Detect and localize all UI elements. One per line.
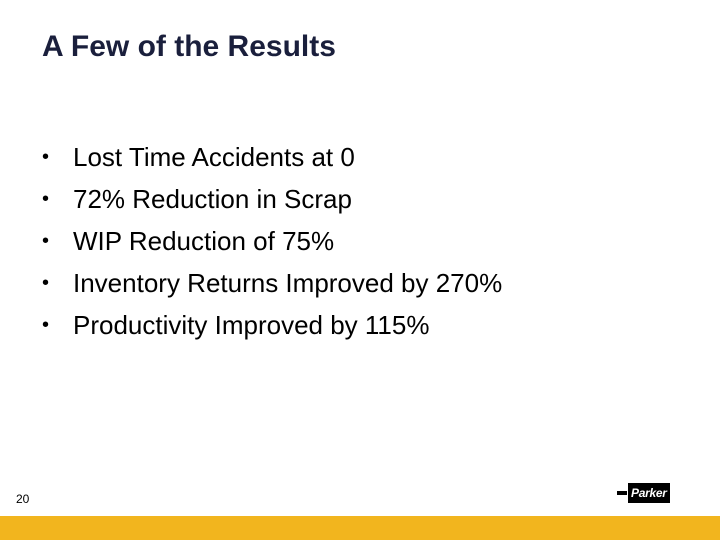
- bullet-item-lost-time-accidents: • Lost Time Accidents at 0: [42, 136, 502, 178]
- bullet-dot-icon: •: [42, 146, 50, 168]
- bullet-text: WIP Reduction of 75%: [73, 226, 335, 256]
- bullet-text: Productivity Improved by 115%: [73, 310, 430, 340]
- bullet-item-wip-reduction: • WIP Reduction of 75%: [42, 220, 502, 262]
- logo-stripe-icon: [617, 491, 627, 495]
- bullet-dot-icon: •: [42, 188, 50, 210]
- results-bullet-list: • Lost Time Accidents at 0 • 72% Reducti…: [42, 136, 502, 346]
- bullet-text: Inventory Returns Improved by 270%: [73, 268, 503, 298]
- bullet-text: Lost Time Accidents at 0: [73, 142, 355, 172]
- page-number: 20: [16, 492, 30, 506]
- bullet-text: 72% Reduction in Scrap: [73, 184, 352, 214]
- slide-title: A Few of the Results: [42, 30, 336, 63]
- bullet-item-inventory-returns: • Inventory Returns Improved by 270%: [42, 262, 502, 304]
- bullet-dot-icon: •: [42, 272, 50, 294]
- parker-logo: Parker: [617, 483, 678, 503]
- bullet-dot-icon: •: [42, 230, 50, 252]
- footer-bar: [0, 516, 720, 540]
- bullet-dot-icon: •: [42, 314, 50, 336]
- bullet-item-scrap-reduction: • 72% Reduction in Scrap: [42, 178, 502, 220]
- logo-text: Parker: [628, 483, 670, 503]
- bullet-item-productivity: • Productivity Improved by 115%: [42, 304, 502, 346]
